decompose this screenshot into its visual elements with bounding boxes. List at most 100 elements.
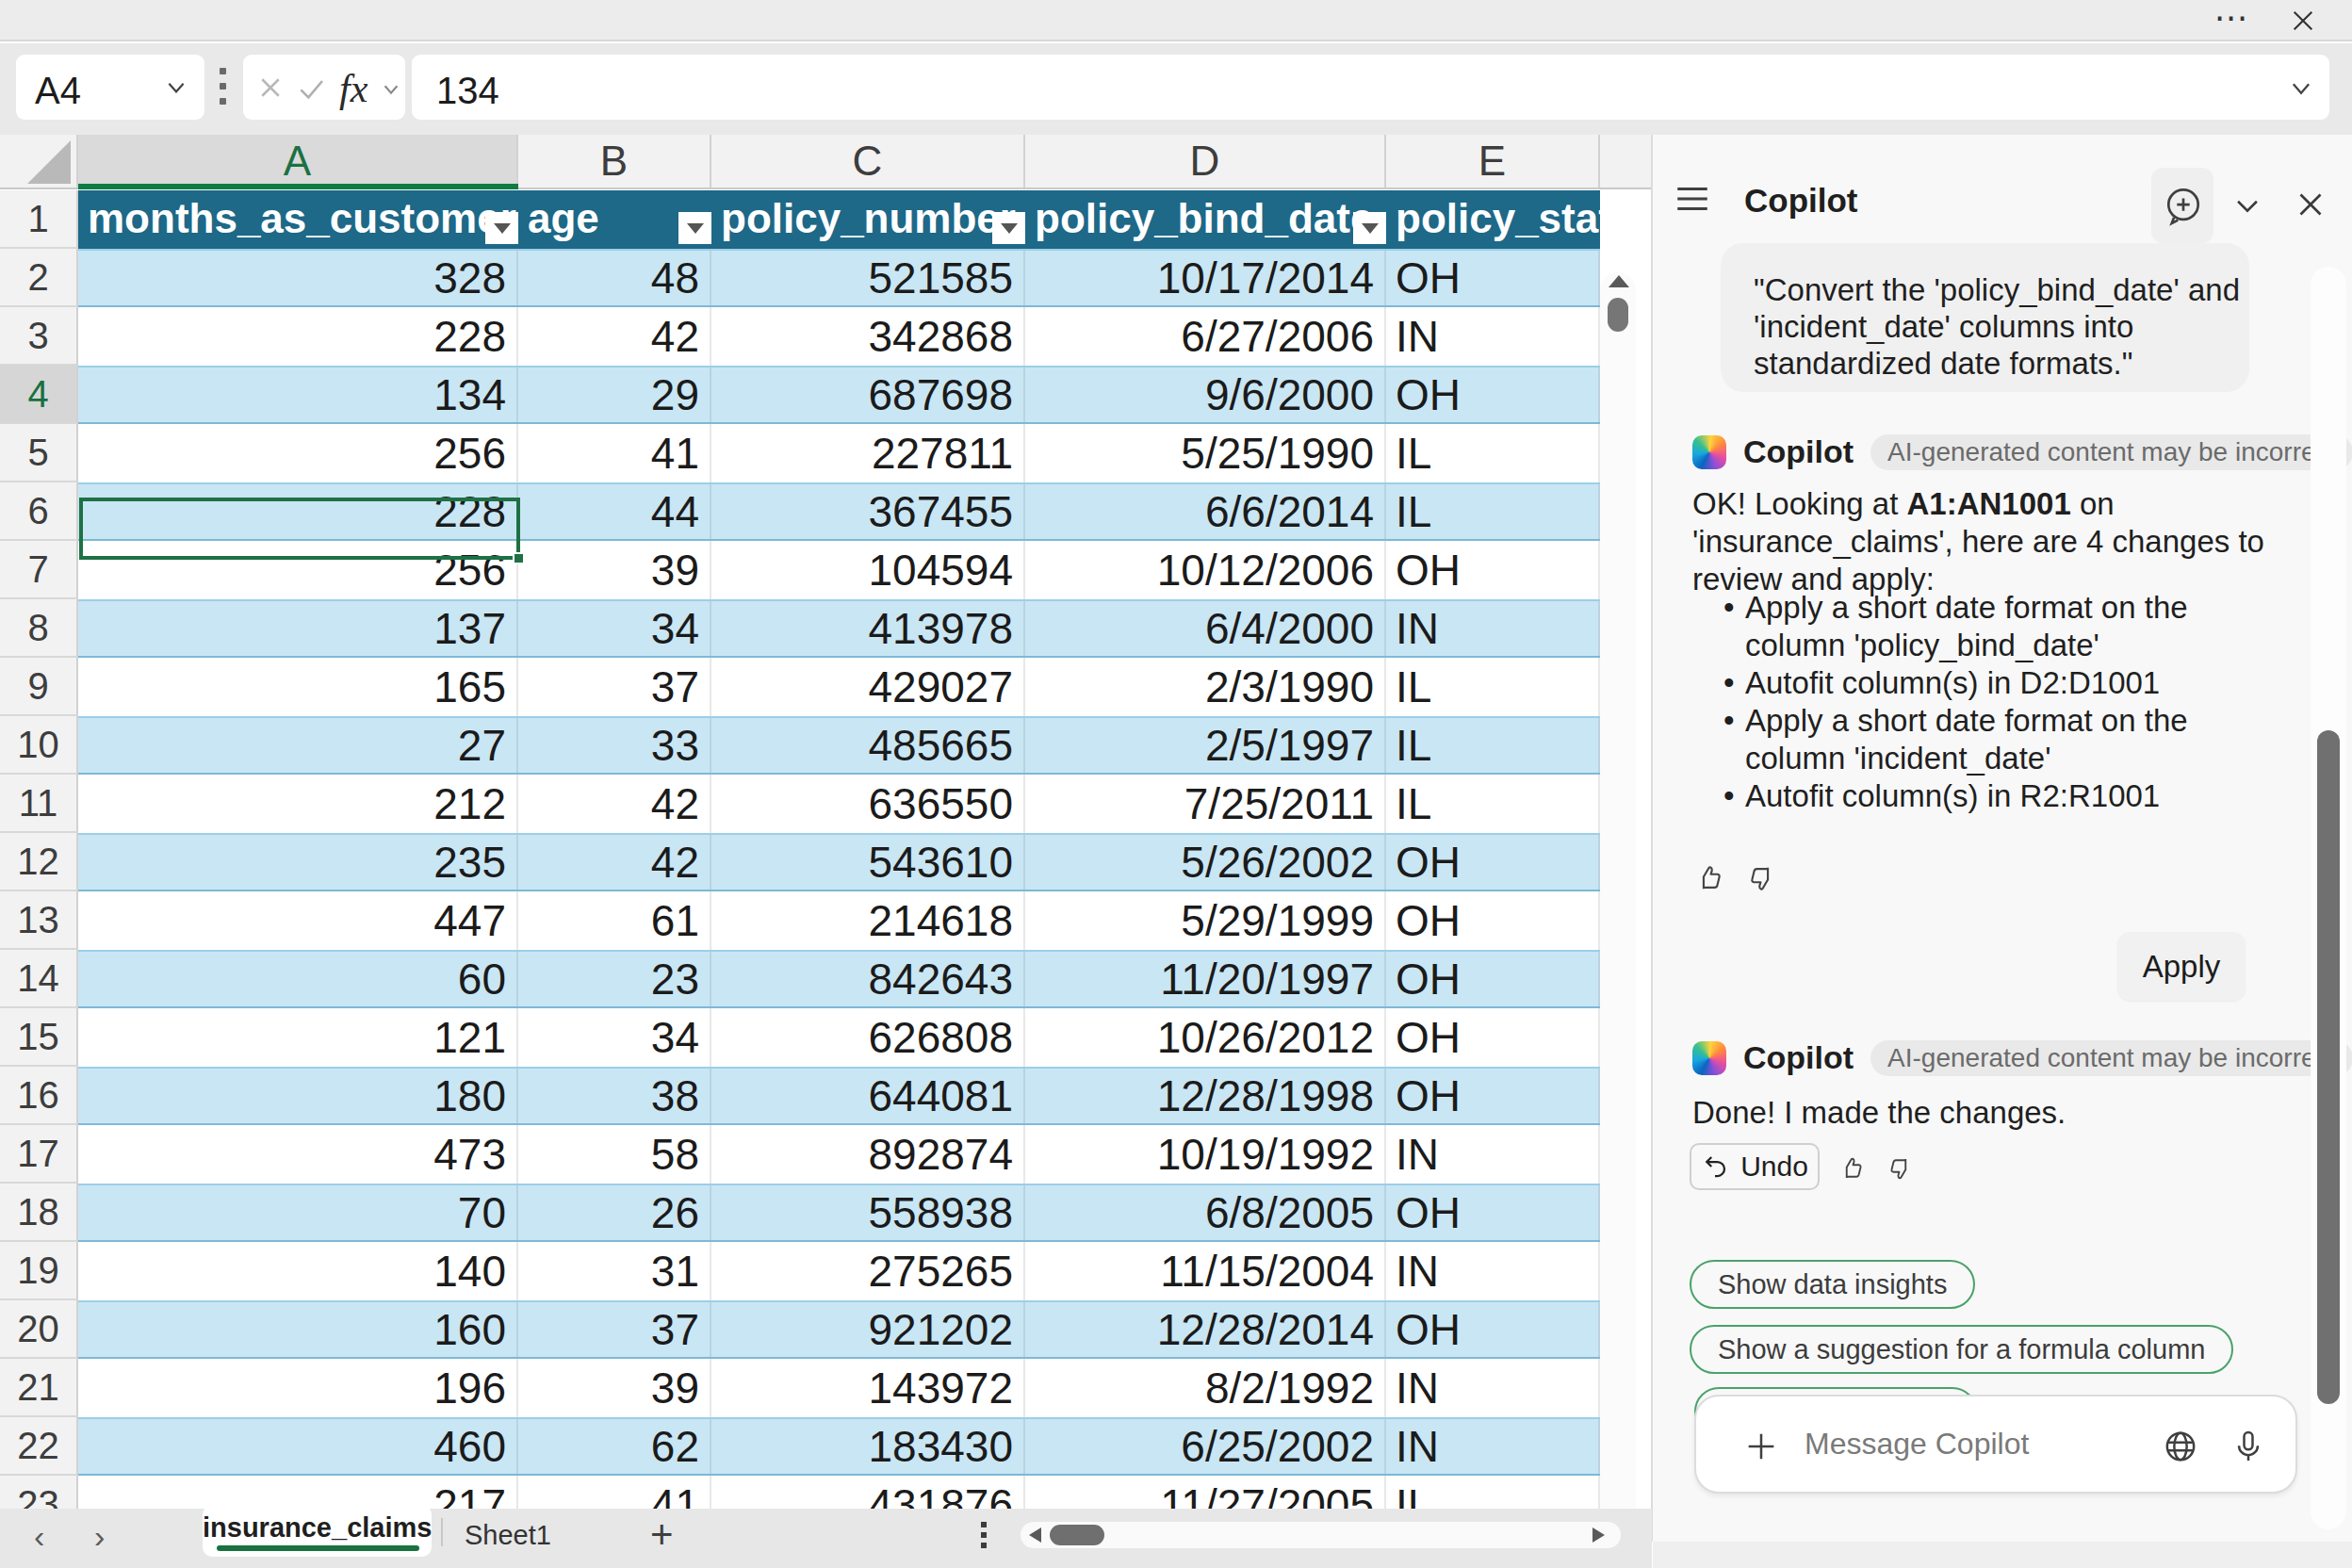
- cell-B7[interactable]: 39: [518, 541, 711, 599]
- row-header-5[interactable]: 5: [0, 424, 78, 482]
- suggestion-chip[interactable]: Show data insights: [1690, 1260, 1975, 1309]
- cell-A12[interactable]: 235: [78, 835, 518, 890]
- cell-C23[interactable]: 431876: [711, 1476, 1025, 1509]
- panel-scrollbar-thumb[interactable]: [2317, 730, 2340, 1404]
- add-attachment-icon[interactable]: [1742, 1428, 1780, 1465]
- thumbs-up-icon[interactable]: [1838, 1154, 1867, 1183]
- cell-A14[interactable]: 60: [78, 952, 518, 1006]
- cell-C18[interactable]: 558938: [711, 1185, 1025, 1240]
- cell-A13[interactable]: 447: [78, 891, 518, 950]
- column-header-B[interactable]: B: [518, 135, 711, 188]
- cell-D7[interactable]: 10/12/2006: [1025, 541, 1386, 599]
- formula-input[interactable]: [412, 55, 2329, 120]
- cell-D19[interactable]: 11/15/2004: [1025, 1242, 1386, 1300]
- row-header-6[interactable]: 6: [0, 482, 78, 541]
- cell-B8[interactable]: 34: [518, 601, 711, 656]
- cell-D20[interactable]: 12/28/2014: [1025, 1302, 1386, 1357]
- cell-B20[interactable]: 37: [518, 1302, 711, 1357]
- cell-C8[interactable]: 413978: [711, 601, 1025, 656]
- cell-B9[interactable]: 37: [518, 658, 711, 716]
- cell-B11[interactable]: 42: [518, 775, 711, 833]
- cell-E11[interactable]: IL: [1386, 775, 1600, 833]
- cell-C3[interactable]: 342868: [711, 307, 1025, 366]
- cell-B21[interactable]: 39: [518, 1359, 711, 1417]
- cell-E22[interactable]: IN: [1386, 1419, 1600, 1474]
- cell-A8[interactable]: 137: [78, 601, 518, 656]
- cell-D12[interactable]: 5/26/2002: [1025, 835, 1386, 890]
- cell-D16[interactable]: 12/28/1998: [1025, 1069, 1386, 1123]
- cell-C7[interactable]: 104594: [711, 541, 1025, 599]
- row-header-16[interactable]: 16: [0, 1067, 78, 1125]
- cell-D18[interactable]: 6/8/2005: [1025, 1185, 1386, 1240]
- cell-E7[interactable]: OH: [1386, 541, 1600, 599]
- cell-D23[interactable]: 11/27/2005: [1025, 1476, 1386, 1509]
- cell-E10[interactable]: IL: [1386, 718, 1600, 773]
- row-header-14[interactable]: 14: [0, 950, 78, 1008]
- cell-C2[interactable]: 521585: [711, 251, 1025, 305]
- collapse-chevron-icon[interactable]: [2231, 189, 2263, 221]
- cell-C21[interactable]: 143972: [711, 1359, 1025, 1417]
- cell-D17[interactable]: 10/19/1992: [1025, 1125, 1386, 1184]
- cell-E16[interactable]: OH: [1386, 1069, 1600, 1123]
- cell-E20[interactable]: OH: [1386, 1302, 1600, 1357]
- cell-B19[interactable]: 31: [518, 1242, 711, 1300]
- cell-E15[interactable]: OH: [1386, 1008, 1600, 1067]
- cell-B16[interactable]: 38: [518, 1069, 711, 1123]
- cell-D14[interactable]: 11/20/1997: [1025, 952, 1386, 1006]
- cell-E13[interactable]: OH: [1386, 891, 1600, 950]
- row-header-8[interactable]: 8: [0, 599, 78, 658]
- row-header-4[interactable]: 4: [0, 366, 78, 424]
- cell-B14[interactable]: 23: [518, 952, 711, 1006]
- cell-D5[interactable]: 5/25/1990: [1025, 424, 1386, 482]
- row-header-1[interactable]: 1: [0, 190, 78, 249]
- row-header-17[interactable]: 17: [0, 1125, 78, 1184]
- cell-D10[interactable]: 2/5/1997: [1025, 718, 1386, 773]
- cell-C11[interactable]: 636550: [711, 775, 1025, 833]
- cell-E5[interactable]: IL: [1386, 424, 1600, 482]
- cell-C20[interactable]: 921202: [711, 1302, 1025, 1357]
- cell-A20[interactable]: 160: [78, 1302, 518, 1357]
- close-panel-icon[interactable]: [2294, 188, 2328, 221]
- cell-E6[interactable]: IL: [1386, 484, 1600, 539]
- cell-E17[interactable]: IN: [1386, 1125, 1600, 1184]
- cell-E4[interactable]: OH: [1386, 368, 1600, 422]
- cell-B22[interactable]: 62: [518, 1419, 711, 1474]
- row-header-21[interactable]: 21: [0, 1359, 78, 1417]
- cell-C13[interactable]: 214618: [711, 891, 1025, 950]
- cell-B4[interactable]: 29: [518, 368, 711, 422]
- microphone-icon[interactable]: [2230, 1428, 2267, 1465]
- horizontal-scrollbar[interactable]: [1021, 1522, 1621, 1548]
- tab-insurance-claims[interactable]: insurance_claims: [203, 1505, 432, 1557]
- row-header-15[interactable]: 15: [0, 1008, 78, 1067]
- thumbs-up-icon[interactable]: [1694, 862, 1726, 894]
- scroll-left-arrow[interactable]: [1029, 1527, 1041, 1543]
- cell-E18[interactable]: OH: [1386, 1185, 1600, 1240]
- cell-D3[interactable]: 6/27/2006: [1025, 307, 1386, 366]
- row-header-9[interactable]: 9: [0, 658, 78, 716]
- cell-E8[interactable]: IN: [1386, 601, 1600, 656]
- row-header-2[interactable]: 2: [0, 249, 78, 307]
- cell-B23[interactable]: 41: [518, 1476, 711, 1509]
- cell-E21[interactable]: IN: [1386, 1359, 1600, 1417]
- row-header-20[interactable]: 20: [0, 1300, 78, 1359]
- column-header-D[interactable]: D: [1025, 135, 1386, 188]
- cell-C5[interactable]: 227811: [711, 424, 1025, 482]
- row-header-11[interactable]: 11: [0, 775, 78, 833]
- row-header-7[interactable]: 7: [0, 541, 78, 599]
- cell-A21[interactable]: 196: [78, 1359, 518, 1417]
- cell-C15[interactable]: 626808: [711, 1008, 1025, 1067]
- suggestion-chip[interactable]: Show a suggestion for a formula column: [1690, 1325, 2233, 1374]
- cell-C9[interactable]: 429027: [711, 658, 1025, 716]
- cell-D9[interactable]: 2/3/1990: [1025, 658, 1386, 716]
- cell-D21[interactable]: 8/2/1992: [1025, 1359, 1386, 1417]
- cell-C6[interactable]: 367455: [711, 484, 1025, 539]
- cell-D13[interactable]: 5/29/1999: [1025, 891, 1386, 950]
- cell-E9[interactable]: IL: [1386, 658, 1600, 716]
- cell-A15[interactable]: 121: [78, 1008, 518, 1067]
- cell-A19[interactable]: 140: [78, 1242, 518, 1300]
- cell-A2[interactable]: 328: [78, 251, 518, 305]
- cell-E12[interactable]: OH: [1386, 835, 1600, 890]
- cell-A17[interactable]: 473: [78, 1125, 518, 1184]
- cell-A22[interactable]: 460: [78, 1419, 518, 1474]
- cell-D11[interactable]: 7/25/2011: [1025, 775, 1386, 833]
